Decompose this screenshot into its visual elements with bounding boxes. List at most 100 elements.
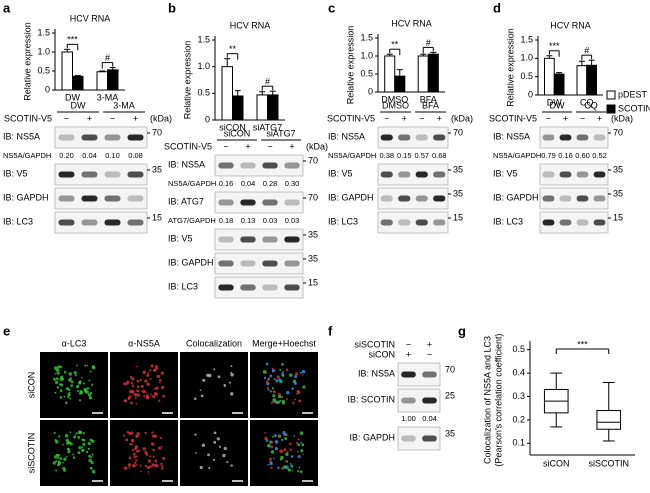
y-tick-label: 0 bbox=[528, 89, 533, 99]
signal-dot bbox=[273, 401, 275, 403]
y-tick-label: 1.5 bbox=[520, 34, 533, 44]
blot-frame bbox=[214, 252, 304, 275]
y-tick-label: 0.5 bbox=[520, 71, 533, 81]
signal-dot bbox=[151, 431, 154, 434]
micrograph bbox=[250, 420, 318, 486]
bar bbox=[427, 53, 439, 93]
signal-dot bbox=[56, 371, 60, 375]
signal-dot bbox=[133, 455, 137, 459]
signal-dot bbox=[66, 441, 70, 445]
signal-dot bbox=[59, 396, 63, 399]
blot-band bbox=[58, 219, 75, 226]
size-marker: 35 bbox=[453, 188, 463, 198]
signal-dot bbox=[56, 386, 60, 389]
signal-dot bbox=[78, 430, 83, 435]
signal-dot bbox=[77, 451, 81, 455]
signal-dot bbox=[288, 442, 292, 446]
blot-band bbox=[104, 219, 121, 226]
bar bbox=[107, 69, 119, 91]
signal-dot bbox=[86, 364, 89, 367]
column-label: α-LC3 bbox=[62, 338, 87, 348]
signal-dot bbox=[128, 466, 131, 469]
signal-dot bbox=[160, 445, 163, 448]
blot-band bbox=[380, 195, 393, 202]
signal-dot bbox=[53, 377, 56, 381]
sign: + bbox=[133, 113, 138, 123]
ratio-value: 0.60 bbox=[575, 151, 590, 160]
signal-dot bbox=[273, 457, 275, 460]
sign: + bbox=[289, 141, 294, 151]
x-tick-label: DW bbox=[547, 97, 562, 107]
signal-dot bbox=[54, 391, 57, 394]
blot-label: IB: V5 bbox=[3, 168, 28, 178]
sign: + bbox=[402, 113, 407, 123]
blot-label: IB: LC3 bbox=[3, 216, 33, 226]
signal-dot bbox=[161, 465, 164, 468]
blot-band bbox=[127, 195, 144, 202]
signal-dot bbox=[150, 364, 154, 368]
y-tick-label: 0.5 bbox=[360, 68, 373, 78]
signal-dot bbox=[135, 436, 138, 439]
signal-dot bbox=[63, 457, 67, 461]
blot-band bbox=[127, 134, 144, 141]
signal-dot bbox=[129, 375, 133, 379]
ratio-value: 0.68 bbox=[432, 151, 447, 160]
signal-dot bbox=[141, 389, 146, 394]
signal-dot bbox=[294, 381, 297, 385]
ratio-label: NS5A/GAPDH bbox=[328, 151, 376, 160]
blot-band bbox=[240, 236, 256, 243]
signal-dot bbox=[81, 446, 84, 449]
signal-dot bbox=[200, 394, 204, 398]
signal-dot bbox=[292, 401, 295, 405]
signal-dot bbox=[82, 432, 85, 435]
signal-dot bbox=[267, 463, 270, 466]
legend-swatch bbox=[606, 104, 616, 114]
ratio-value: 0.13 bbox=[241, 216, 256, 225]
signal-dot bbox=[208, 373, 212, 378]
ratio-value: 0.03 bbox=[285, 216, 300, 225]
blot-label: IB: GAPDH bbox=[349, 432, 395, 442]
significance: ** bbox=[391, 40, 399, 50]
ratio-value: 0.38 bbox=[379, 151, 394, 160]
blot-band bbox=[415, 219, 428, 226]
signal-dot bbox=[268, 445, 271, 448]
signal-dot bbox=[86, 387, 90, 390]
signal-dot bbox=[135, 464, 138, 466]
blot-band bbox=[542, 171, 555, 178]
ratio-value: 0.04 bbox=[422, 414, 437, 423]
x-tick-label: siCON bbox=[543, 458, 570, 468]
treatment-label: SCOTIN-V5 bbox=[327, 113, 375, 123]
blot-label: IB: ATG7 bbox=[168, 196, 204, 206]
signal-dot bbox=[88, 396, 93, 400]
signal-dot bbox=[130, 431, 134, 435]
signal-dot bbox=[90, 456, 93, 459]
signal-dot bbox=[213, 440, 217, 444]
signal-dot bbox=[262, 370, 267, 374]
signal-dot bbox=[55, 377, 59, 381]
signal-dot bbox=[266, 386, 270, 390]
blot-label: IB: V5 bbox=[168, 233, 193, 243]
blot-frame bbox=[54, 187, 148, 210]
y-tick-label: 1.5 bbox=[197, 34, 210, 44]
signal-dot bbox=[208, 467, 211, 470]
significance: *** bbox=[549, 41, 560, 51]
micrograph bbox=[180, 420, 248, 486]
group-label: siATG7 bbox=[266, 128, 295, 138]
signal-dot bbox=[122, 434, 126, 437]
signal-dot bbox=[135, 365, 138, 368]
signal-dot bbox=[272, 390, 276, 394]
signal-dot bbox=[127, 463, 132, 467]
signal-dot bbox=[73, 371, 77, 375]
signal-dot bbox=[149, 455, 152, 458]
sign: − bbox=[110, 113, 115, 123]
signal-dot bbox=[77, 435, 81, 439]
blot-band bbox=[398, 134, 411, 141]
unit: (kDa) bbox=[150, 113, 172, 123]
sign: + bbox=[427, 339, 432, 349]
signal-dot bbox=[89, 438, 93, 442]
ratio-value: 0.08 bbox=[128, 151, 143, 160]
signal-dot bbox=[146, 382, 150, 386]
blot-band bbox=[576, 134, 589, 141]
signal-dot bbox=[213, 431, 217, 435]
size-marker: 35 bbox=[152, 164, 162, 174]
